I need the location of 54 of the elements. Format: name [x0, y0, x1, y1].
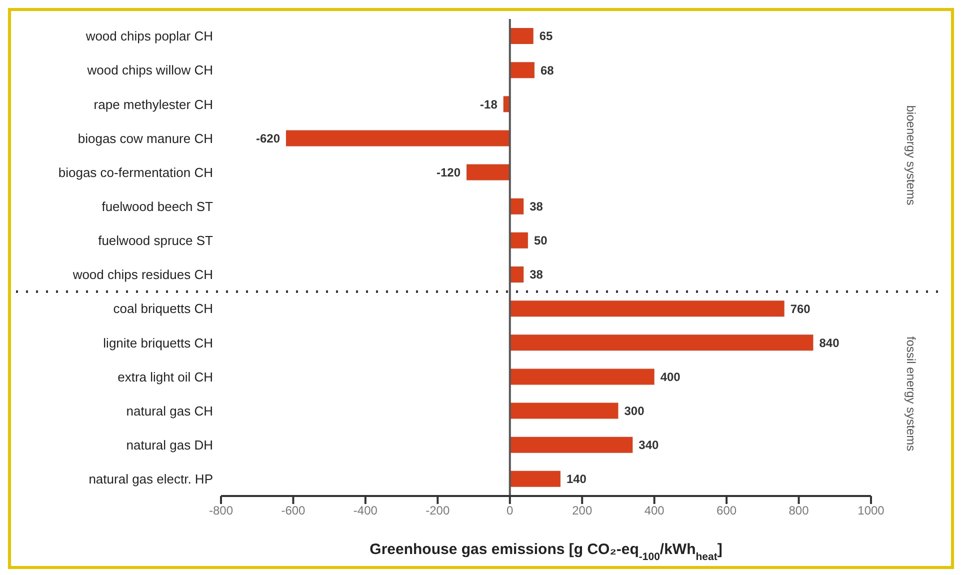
- data-label: 140: [566, 472, 587, 486]
- y-tick-label: extra light oil CH: [118, 369, 213, 384]
- data-label: 340: [638, 438, 660, 452]
- data-label: 50: [534, 234, 548, 248]
- text: bioenergy systems: [904, 105, 918, 206]
- data-label: -620: [256, 131, 280, 146]
- x-axis-title: Greenhouse gas emissions [g CO₂-eq$_{-100}$/kWh$_{heat}$]: [370, 541, 722, 563]
- bar: [510, 470, 560, 487]
- x-tick-label: -800: [208, 504, 234, 518]
- data-label: 68: [540, 63, 554, 78]
- y-tick-label: wood chips willow CH: [86, 62, 213, 78]
- data-label: 38: [530, 200, 544, 214]
- bar: [510, 28, 534, 44]
- data-label: 65: [539, 29, 554, 44]
- data-label: -18: [480, 97, 498, 112]
- data-label: 38: [530, 268, 544, 282]
- data-label: -120: [436, 165, 461, 180]
- x-tick-label: 800: [788, 504, 810, 518]
- data-label: 400: [660, 370, 681, 384]
- y-tick-label: wood chips residues CH: [72, 267, 213, 282]
- data-label: 840: [819, 336, 840, 350]
- x-tick-label: 1000: [858, 504, 885, 518]
- x-tick-label: 400: [644, 504, 665, 518]
- data-label: 300: [624, 404, 645, 418]
- x-tick-label: 0: [506, 504, 514, 518]
- bar: [510, 334, 814, 351]
- bar: [510, 266, 524, 282]
- x-tick-label: -600: [281, 504, 306, 518]
- bar: [510, 402, 618, 419]
- y-tick-label: lignite briquetts CH: [103, 335, 213, 350]
- bar: [466, 164, 510, 180]
- x-tick-label: -400: [353, 504, 378, 518]
- data-label: 760: [790, 302, 811, 316]
- bar: [510, 198, 524, 214]
- bar: [510, 368, 654, 385]
- y-tick-label: natural gas electr. HP: [88, 472, 213, 487]
- bar: [510, 232, 528, 248]
- bar: [510, 300, 784, 317]
- x-tick-label: 200: [572, 504, 592, 518]
- y-tick-label: coal briquetts CH: [113, 301, 213, 316]
- y-tick-label: natural gas CH: [126, 403, 213, 418]
- text: fossil energy systems: [904, 336, 918, 452]
- bar: [510, 62, 534, 78]
- y-tick-label: rape methylester CH: [94, 96, 213, 112]
- x-tick-label: 600: [716, 504, 737, 518]
- x-tick-label: -200: [426, 504, 450, 518]
- y-tick-label: wood chips poplar CH: [84, 28, 213, 44]
- y-tick-label: biogas co-fermentation CH: [58, 164, 213, 180]
- y-tick-label: biogas cow manure CH: [78, 130, 213, 146]
- bar: [510, 436, 633, 453]
- bar: [286, 130, 510, 146]
- y-tick-label: natural gas DH: [126, 438, 213, 453]
- y-tick-label: fuelwood beech ST: [102, 199, 214, 214]
- y-tick-label: fuelwood spruce ST: [98, 233, 214, 248]
